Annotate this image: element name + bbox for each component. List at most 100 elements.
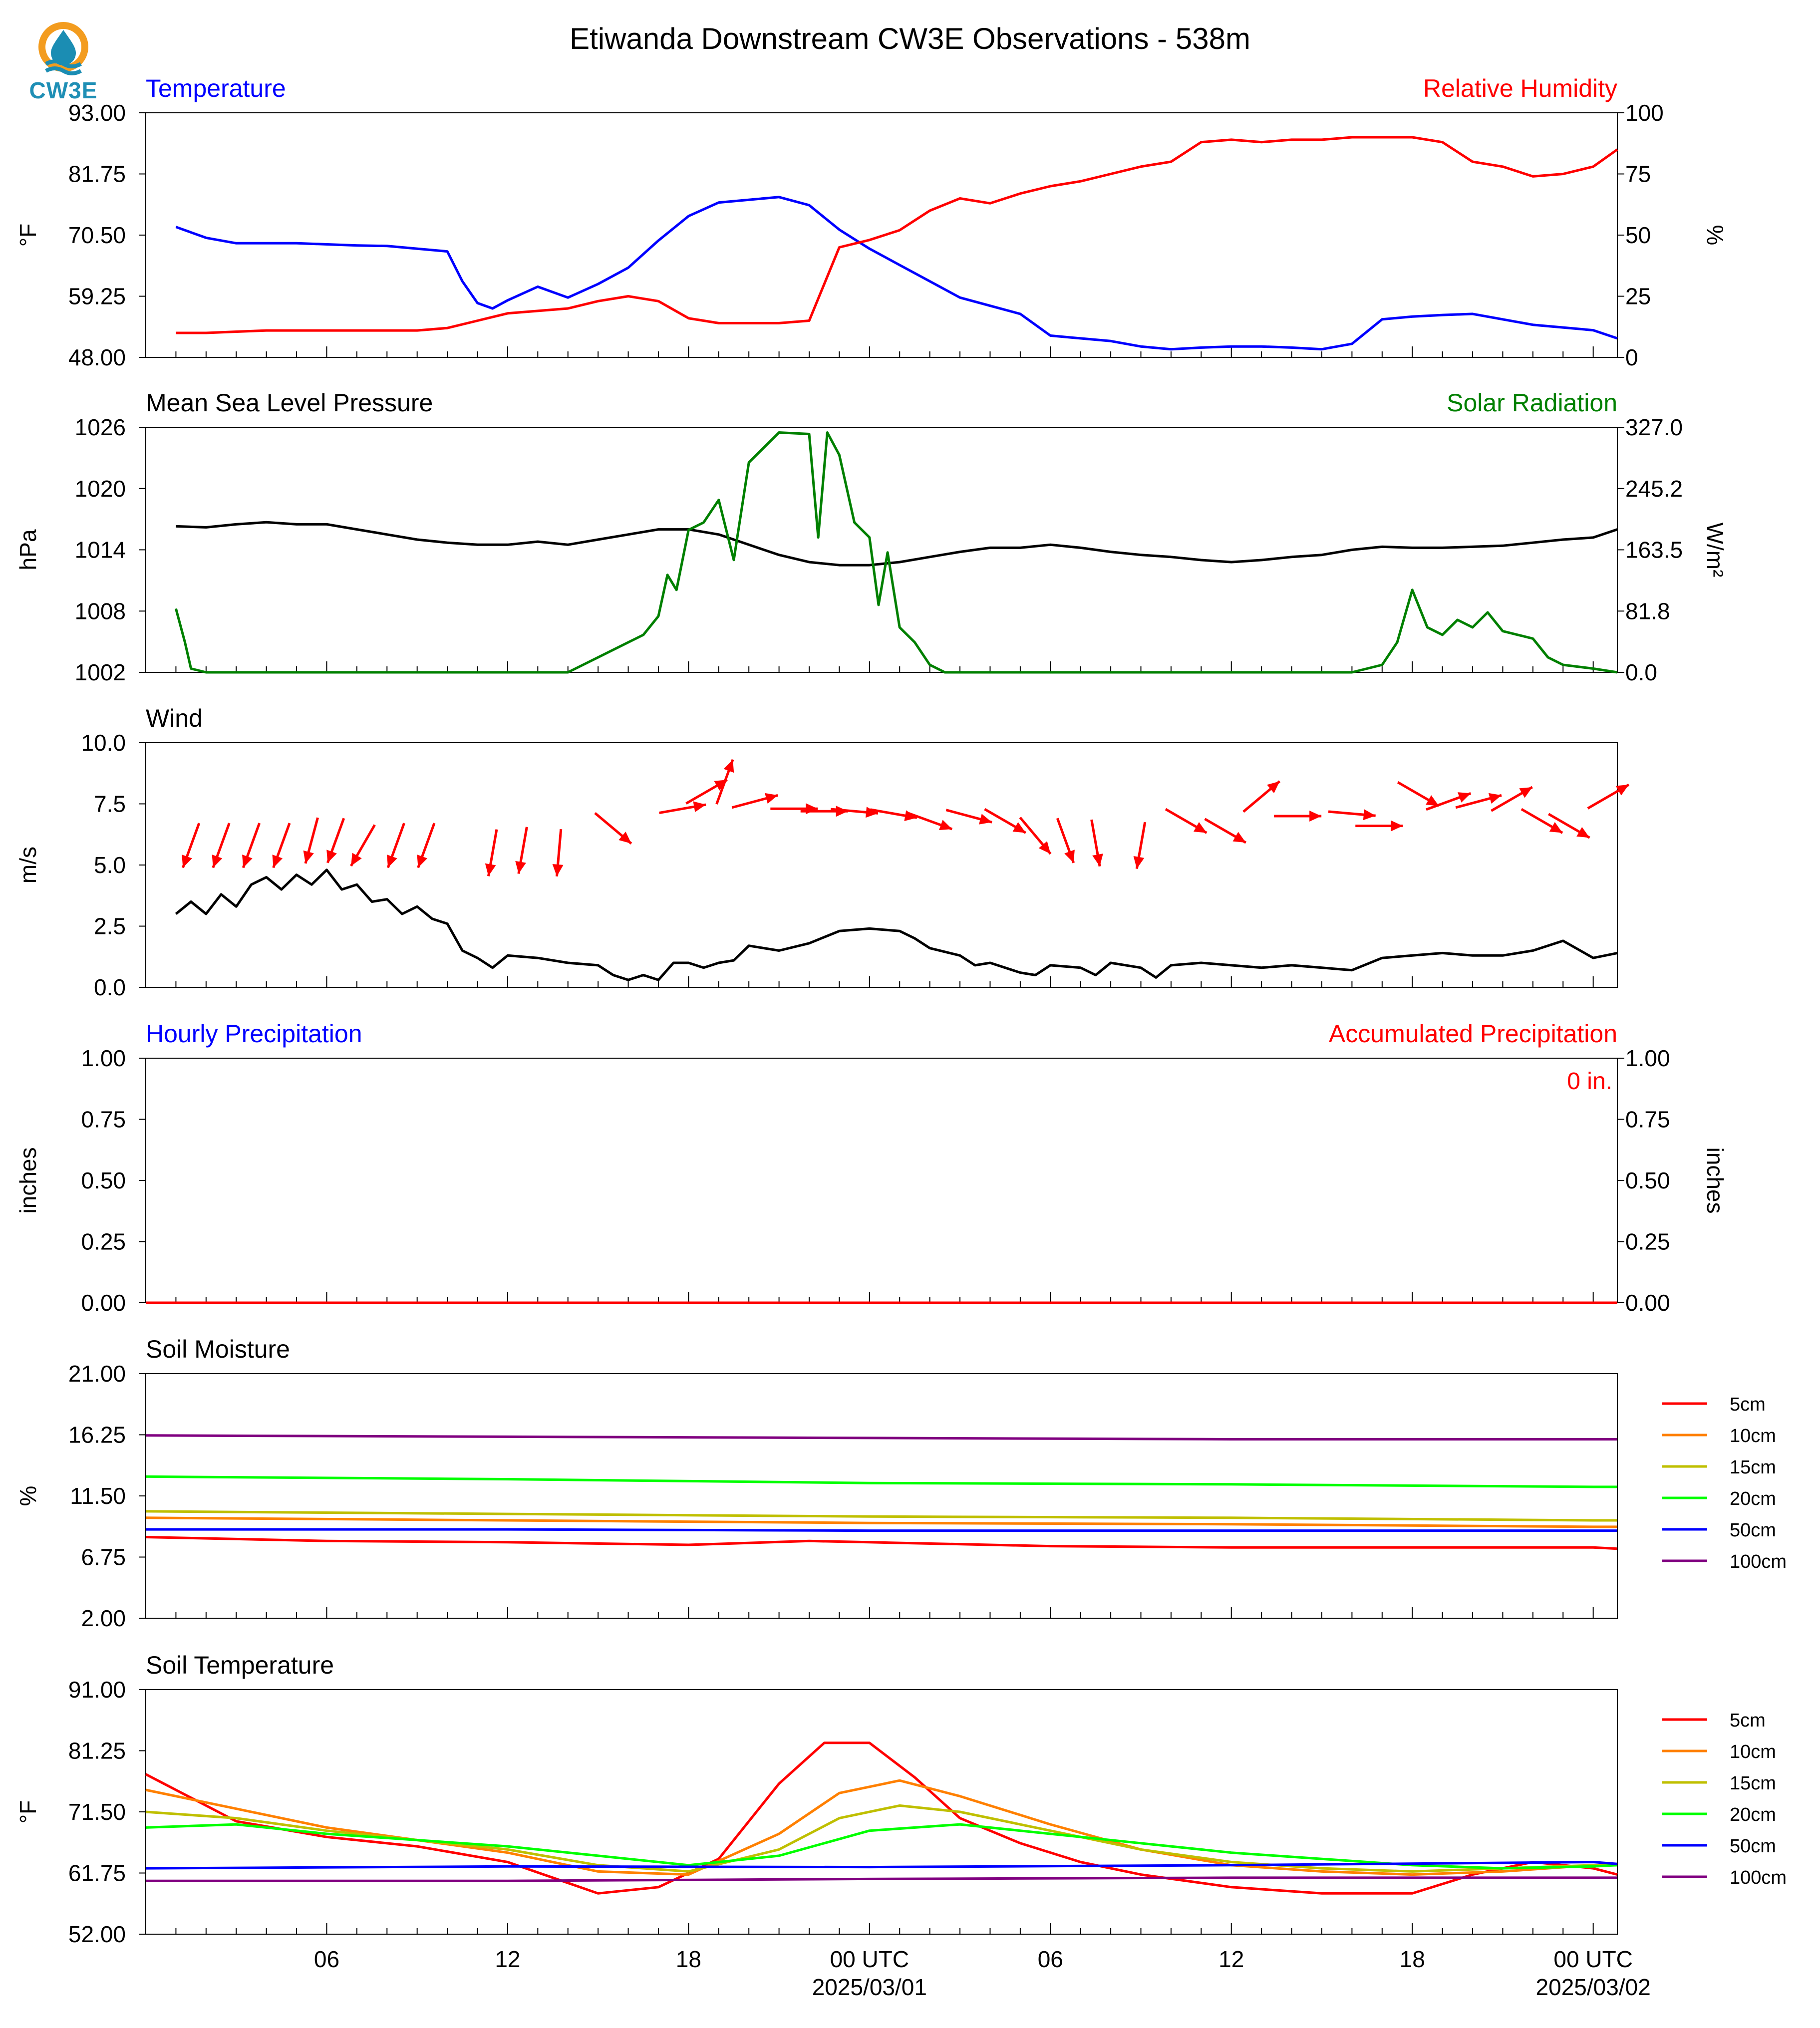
wind-arrow-head [303,850,314,864]
y-axis-label-left: °F [15,224,41,247]
wind-arrow-head [1549,822,1563,833]
wind-arrow-head [693,801,706,813]
accumulation-annotation: 0 in. [1567,1068,1612,1095]
x-tick-label: 00 UTC [830,1946,909,1972]
wind-arrow [272,823,291,869]
wind-arrow [1455,793,1502,809]
wind-arrow [594,812,632,845]
wind-arrow [1328,809,1376,821]
series-line-100cm [145,1434,1617,1441]
y-axis-label-right: inches [1702,1148,1728,1214]
legend-label: 5cm [1730,1394,1766,1415]
wind-arrow-head [182,855,192,868]
wind-arrow-head [242,855,253,868]
y-tick-label-left: 91.00 [68,1677,126,1703]
wind-arrow-head [1267,781,1280,794]
wind-arrow [1355,820,1403,832]
wind-arrow [831,807,879,818]
panel-5: 2.00 6.75 11.50 16.25 21.00% Soil Moisture 5cm… [15,1335,1787,1631]
plot-frame [145,1373,1618,1619]
y-axis-label-right: W/m² [1702,523,1728,578]
wind-arrow-head [1576,827,1590,838]
y-tick-label-left: 0.0 [94,974,126,1000]
wind-arrow [1426,792,1472,811]
y-tick-label-left: 81.25 [68,1738,126,1764]
wind-arrow-head [212,855,223,868]
panel-title-left: Mean Sea Level Pressure [146,389,433,417]
water-drop-logo-icon [38,22,88,75]
legend-label: 5cm [1730,1710,1766,1731]
legend-label: 15cm [1730,1773,1776,1794]
cw3e-logo: CW3E [26,18,101,103]
wind-arrow [1274,811,1322,822]
wind-arrow-head [765,793,778,804]
y-tick-label-right: 0.25 [1625,1229,1670,1255]
plot-frame [145,742,1618,988]
wind-arrow-head [723,759,734,773]
wind-arrow [1133,822,1147,869]
wind-arrow-head [351,853,362,866]
y-tick-label-right: 81.8 [1625,598,1670,624]
wind-arrow-head [866,807,878,818]
legend-label: 100cm [1730,1867,1787,1888]
wind-arrow [1242,780,1281,813]
plot-frame [145,1689,1618,1935]
legend-label: 10cm [1730,1426,1776,1447]
x-tick-label: 06 [1038,1946,1063,1972]
x-tick-label: 00 UTC [1553,1946,1632,1972]
y-tick-label-right: 0 [1625,344,1638,370]
y-tick-label-left: 71.50 [68,1799,126,1825]
wind-arrow [659,801,706,815]
panel-title-right: Relative Humidity [1423,74,1617,102]
panel-title-left: Soil Moisture [146,1335,290,1363]
y-tick-label-left: 1014 [75,537,126,563]
y-tick-label-left: 0.75 [81,1107,126,1133]
legend-label: 10cm [1730,1741,1776,1762]
series-line-20cm [145,1475,1617,1488]
series-line-left-0 [175,869,1618,981]
panel-2: 1002 1008 1014 1020 1026 0.0 81.8 163.5 245.2 327… [15,389,1728,685]
wind-arrow [945,809,992,825]
y-tick-label-left: 93.00 [68,100,126,126]
y-tick-label-left: 7.5 [94,791,126,817]
wind-arrow [1165,808,1208,834]
series-line-20cm [145,1823,1618,1870]
wind-arrow-head [1458,792,1471,803]
wind-arrow-head [1064,850,1075,863]
series-line-50cm [146,1528,1617,1532]
wind-arrow [515,827,528,874]
y-tick-label-left: 2.00 [81,1605,126,1631]
y-tick-label-right: 163.5 [1625,537,1683,563]
legend-label: 20cm [1730,1488,1776,1509]
panel-1: 48.00 59.25 70.50 81.75 93.00 0 25 50 75 100 °F % Te… [15,74,1728,370]
wind-arrow-head [1519,787,1532,798]
y-tick-label-left: 1002 [75,659,126,685]
y-axis-label-left: inches [15,1148,41,1214]
series-line-100cm [146,1876,1617,1882]
wind-arrow-head [1092,854,1103,867]
legend-label: 50cm [1730,1836,1776,1857]
wind-arrow [326,818,345,864]
panel-title-left: Wind [146,704,203,732]
panel-title-left: Temperature [146,74,286,102]
y-tick-label-left: 0.25 [81,1229,126,1255]
wind-arrow-head [387,855,397,868]
x-tick-label: 06 [314,1946,339,1972]
x-tick-label: 12 [495,1946,520,1972]
y-tick-label-left: 61.75 [68,1860,126,1886]
y-axis-label-left: m/s [15,847,41,883]
y-tick-label-left: 48.00 [68,344,126,370]
wind-arrow [417,823,436,869]
wind-arrow [715,759,734,805]
wind-arrow-head [1012,822,1026,833]
y-tick-label-left: 1026 [75,414,126,440]
wind-arrow [303,817,319,864]
wind-arrow [182,823,201,869]
wind-arrow [1056,818,1075,864]
wind-arrow-head [417,855,428,868]
y-tick-label-right: 0.75 [1625,1107,1670,1133]
wind-arrow [1547,813,1590,839]
wind-arrow [731,793,778,809]
